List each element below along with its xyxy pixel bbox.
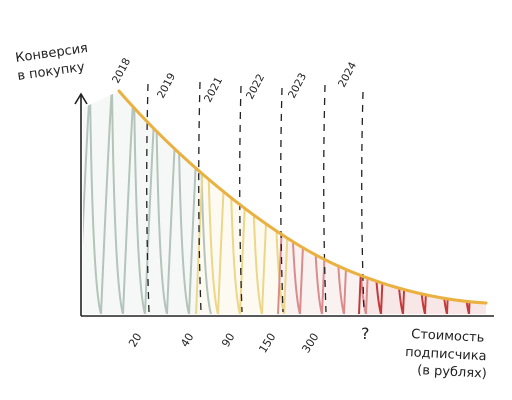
period-label: 2018 <box>110 56 133 85</box>
x-axis-label-line-1: Стоимость <box>411 327 485 346</box>
region-tint-3 <box>282 91 363 314</box>
period-divider <box>146 83 150 313</box>
x-axis-label-line-2: подписчика <box>405 345 487 364</box>
period-divider <box>323 84 327 313</box>
x-tick-label: ? <box>361 324 370 343</box>
period-divider <box>198 81 202 313</box>
x-tick-label: 150 <box>256 331 278 356</box>
x-tick-label: 40 <box>178 331 196 350</box>
period-label: 2021 <box>202 75 225 104</box>
x-tick-labels: 20 40 90 150 300? <box>126 324 369 355</box>
conversion-curve <box>117 89 488 305</box>
x-axis-label-line-3: (в рублях) <box>417 363 487 382</box>
period-label: 2019 <box>155 71 178 100</box>
y-axis-arrow <box>74 92 88 105</box>
period-label: 2024 <box>336 60 359 90</box>
x-tick-label: 300 <box>299 331 321 356</box>
x-tick-label: 90 <box>219 331 237 350</box>
region-tint-4 <box>363 91 486 314</box>
x-tick-label: 20 <box>126 331 144 350</box>
period-label: 2023 <box>286 71 309 100</box>
period-dividers <box>146 81 365 313</box>
period-divider <box>361 91 365 313</box>
region-hatch-4 <box>358 91 486 314</box>
period-label: 2022 <box>244 72 267 101</box>
period-divider <box>280 87 284 313</box>
axes <box>74 92 494 317</box>
period-divider <box>239 85 243 313</box>
